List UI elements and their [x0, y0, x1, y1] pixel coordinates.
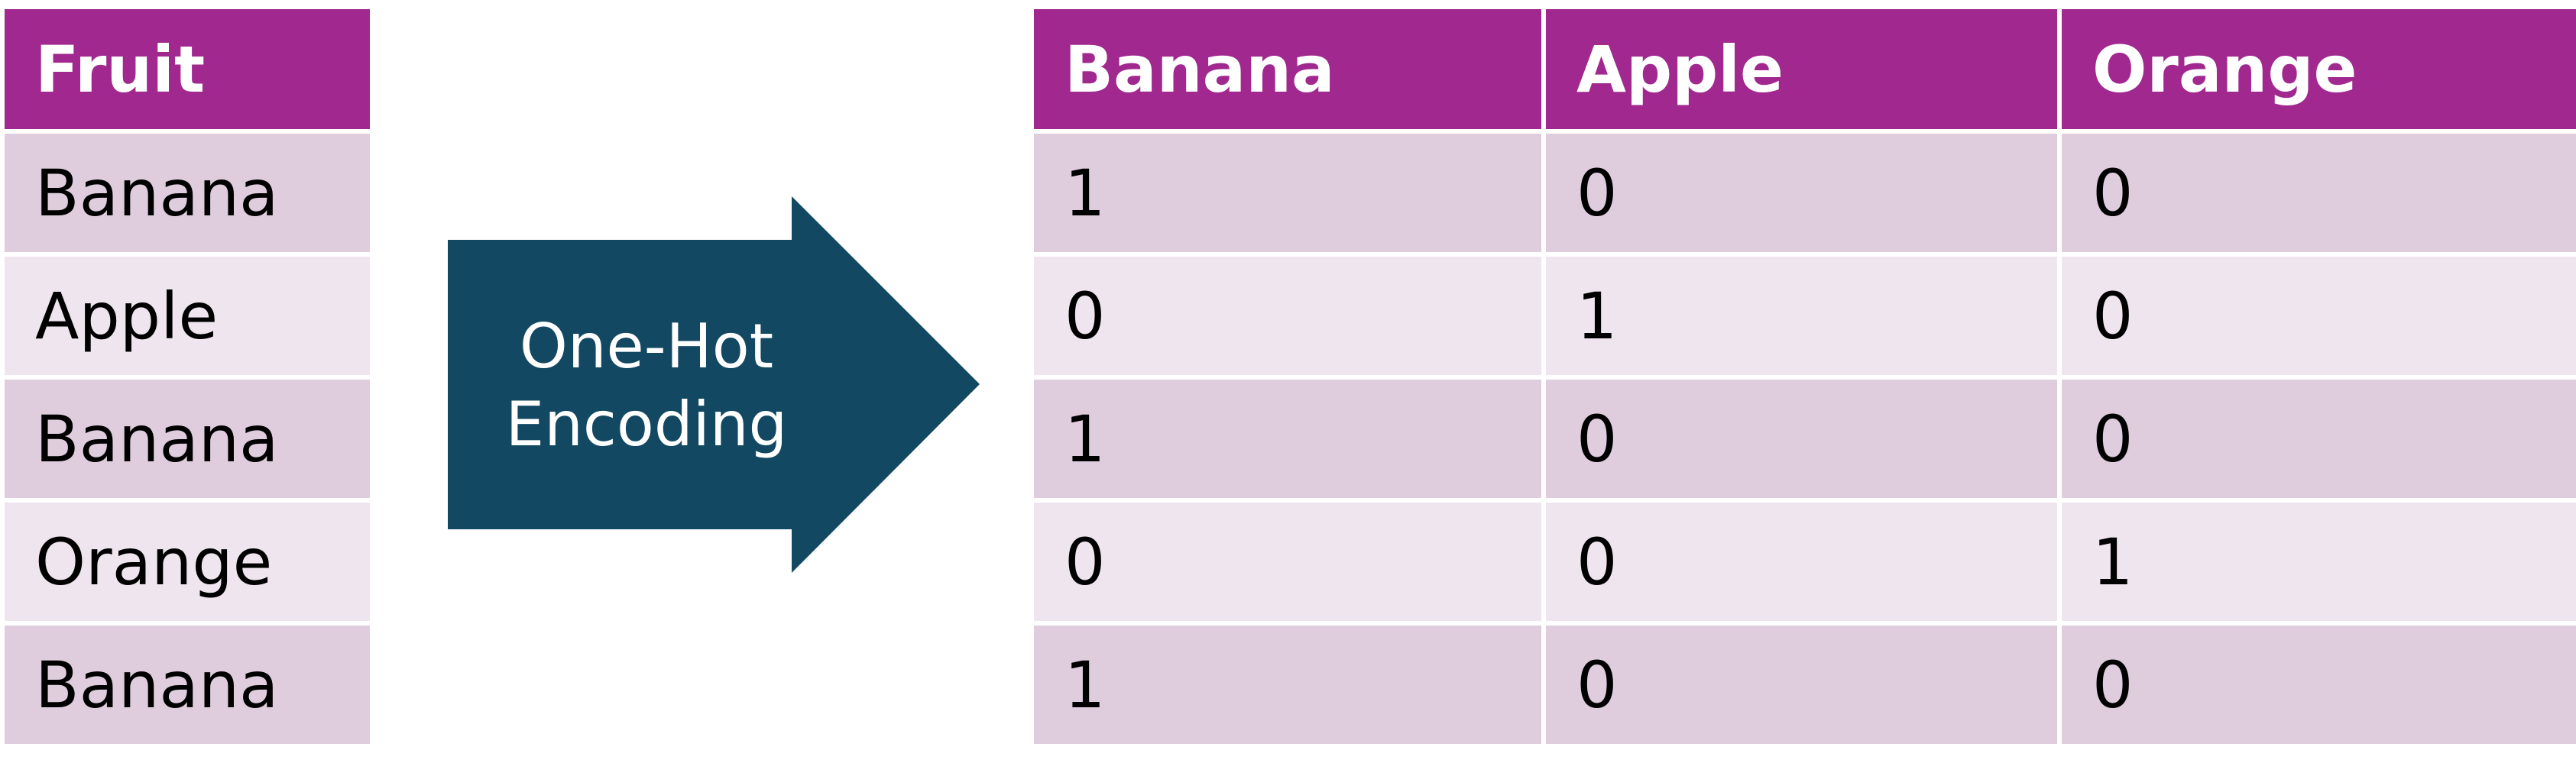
arrow-label-line2: Encoding	[505, 389, 788, 460]
orange-value-cell: 0	[2057, 129, 2576, 257]
column-header-orange: Orange	[2057, 5, 2576, 134]
banana-value-cell: 0	[1029, 498, 1546, 626]
orange-value-cell: 0	[2057, 621, 2576, 749]
banana-value-cell: 0	[1029, 252, 1546, 380]
table-row: Banana	[0, 621, 374, 749]
table-row: 0 1 0	[1029, 252, 2576, 380]
banana-value-cell: 1	[1029, 621, 1546, 749]
orange-value-cell: 1	[2057, 498, 2576, 626]
fruit-cell: Orange	[0, 498, 374, 626]
table-row: Banana	[0, 129, 374, 257]
banana-value-cell: 1	[1029, 375, 1546, 503]
banana-value-cell: 1	[1029, 129, 1546, 257]
table-row: 1 0 0	[1029, 375, 2576, 503]
apple-value-cell: 0	[1541, 129, 2062, 257]
table-row: Orange	[0, 498, 374, 626]
table-row: Banana	[0, 375, 374, 503]
orange-value-cell: 0	[2057, 252, 2576, 380]
apple-value-cell: 1	[1541, 252, 2062, 380]
table-row: 1 0 0	[1029, 621, 2576, 749]
arrow-label-line1: One-Hot	[519, 311, 774, 382]
fruit-table-header-row: Fruit	[0, 5, 374, 134]
apple-value-cell: 0	[1541, 375, 2062, 503]
one-hot-header-row: Banana Apple Orange	[1029, 5, 2576, 134]
table-row: 0 0 1	[1029, 498, 2576, 626]
one-hot-table: Banana Apple Orange 1 0 0 0 1 0 1 0 0 0 …	[1029, 5, 2576, 749]
fruit-cell: Apple	[0, 252, 374, 380]
fruit-column-header: Fruit	[0, 5, 374, 134]
apple-value-cell: 0	[1541, 621, 2062, 749]
orange-value-cell: 0	[2057, 375, 2576, 503]
fruit-cell: Banana	[0, 129, 374, 257]
apple-value-cell: 0	[1541, 498, 2062, 626]
fruit-cell: Banana	[0, 621, 374, 749]
fruit-table: Fruit Banana Apple Banana Orange Banana	[0, 5, 374, 749]
arrow-shape	[448, 196, 980, 573]
table-row: Apple	[0, 252, 374, 380]
right-arrow-icon	[448, 196, 980, 573]
column-header-banana: Banana	[1029, 5, 1546, 134]
fruit-cell: Banana	[0, 375, 374, 503]
table-row: 1 0 0	[1029, 129, 2576, 257]
column-header-apple: Apple	[1541, 5, 2062, 134]
